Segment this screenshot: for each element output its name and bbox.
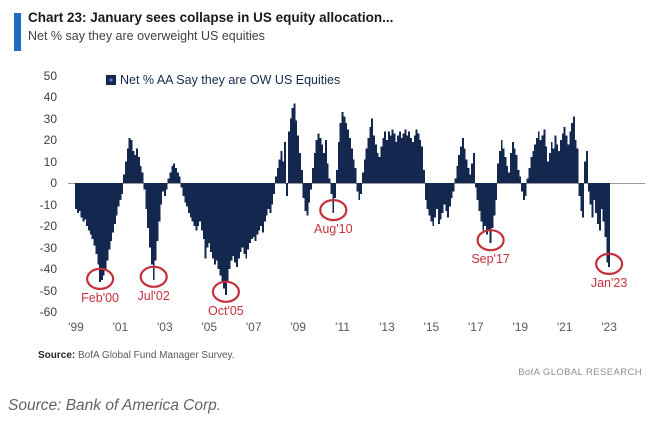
annotation-circle — [319, 199, 348, 222]
legend-marker-icon — [106, 75, 116, 85]
x-axis: '99 '01 '03 '05 '07 '09 '11 '13 '15 '17 '19 '21 '23 — [68, 320, 617, 334]
x-tick-label: '07 — [245, 320, 262, 334]
x-tick-label: '05 — [201, 320, 218, 334]
annotation-label: Sep'17 — [471, 252, 510, 266]
x-tick-label: '15 — [423, 320, 440, 334]
y-tick-label: -20 — [39, 219, 57, 233]
bar-series — [75, 103, 611, 295]
y-tick-label: -30 — [39, 240, 57, 255]
annotation-circle — [139, 265, 168, 288]
x-tick-label: '01 — [112, 320, 129, 334]
y-tick-label: -40 — [39, 262, 57, 276]
y-tick-label: 20 — [43, 133, 57, 147]
annotation-label: Feb'00 — [81, 291, 119, 305]
chart-subtitle: Net % say they are overweight US equitie… — [28, 29, 265, 43]
y-tick-label: 40 — [43, 90, 57, 104]
source-line: Source: BofA Global Fund Manager Survey. — [38, 350, 235, 361]
annotation-label: Jul'02 — [138, 289, 170, 303]
y-tick-label: -60 — [39, 305, 57, 319]
annotation-circle — [85, 267, 115, 290]
title-accent-bar — [14, 13, 21, 51]
legend: Net % AA Say they are OW US Equities — [106, 73, 340, 87]
source-text: BofA Global Fund Manager Survey. — [75, 350, 235, 361]
x-tick-label: '21 — [556, 320, 573, 334]
x-tick-label: '19 — [512, 320, 529, 334]
x-tick-label: '13 — [379, 320, 395, 334]
x-tick-label: '23 — [601, 320, 617, 334]
y-tick-label: 30 — [43, 111, 57, 126]
x-tick-label: '99 — [68, 320, 84, 334]
brand-text: BofA GLOBAL RESEARCH — [518, 367, 642, 378]
legend-label: Net % AA Say they are OW US Equities — [120, 73, 341, 87]
chart-title: Chart 23: January sees collapse in US eq… — [28, 10, 394, 25]
annotation-label: Jan'23 — [591, 276, 627, 290]
x-tick-label: '03 — [157, 320, 173, 334]
source-label: Source: — [38, 350, 76, 361]
annotation-circle — [476, 229, 505, 252]
x-tick-label: '17 — [467, 320, 484, 334]
y-tick-label: 50 — [43, 68, 57, 83]
x-tick-label: '09 — [290, 320, 306, 334]
y-tick-label: 10 — [43, 154, 57, 169]
y-tick-label: 0 — [50, 176, 57, 190]
y-tick-label: -10 — [39, 197, 57, 212]
y-axis: 50 40 30 20 10 0 -10 -20 -30 -40 -50 -60 — [0, 0, 57, 340]
image-caption: Source: Bank of America Corp. — [8, 397, 222, 414]
annotation-label: Aug'10 — [314, 222, 353, 236]
y-tick-label: -50 — [39, 283, 57, 298]
annotation-circle — [211, 280, 240, 303]
annotation-circle — [594, 252, 624, 275]
annotation-label: Oct'05 — [208, 304, 244, 318]
x-tick-label: '11 — [335, 320, 350, 334]
